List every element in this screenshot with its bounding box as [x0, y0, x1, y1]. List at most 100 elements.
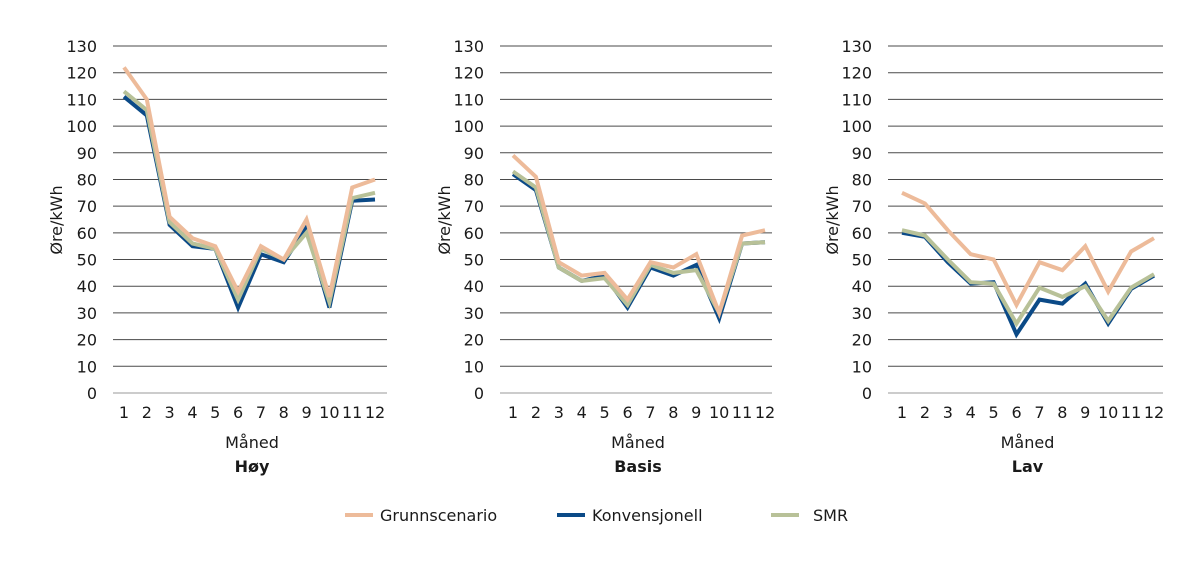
y-tick-label: 50	[852, 251, 872, 270]
x-tick-label: 7	[256, 403, 266, 422]
y-tick-label: 20	[77, 331, 97, 350]
y-tick-label: 10	[852, 357, 872, 376]
x-tick-label: 10	[709, 403, 729, 422]
x-tick-label: 8	[668, 403, 678, 422]
legend-label: Konvensjonell	[592, 506, 703, 525]
x-tick-label: 7	[1034, 403, 1044, 422]
y-tick-label: 110	[841, 90, 872, 109]
x-tick-label: 10	[1098, 403, 1118, 422]
y-tick-label: 20	[464, 331, 484, 350]
y-tick-label: 120	[453, 64, 484, 83]
x-tick-label: 12	[755, 403, 775, 422]
x-tick-label: 9	[1080, 403, 1090, 422]
legend-item-smr: SMR	[771, 506, 848, 525]
y-tick-label: 110	[453, 90, 484, 109]
x-tick-label: 5	[210, 403, 220, 422]
x-tick-label: 5	[600, 403, 610, 422]
x-tick-label: 1	[508, 403, 518, 422]
y-tick-label: 0	[862, 384, 872, 403]
x-tick-label: 1	[897, 403, 907, 422]
legend-label: SMR	[813, 506, 848, 525]
y-axis-label: Øre/kWh	[435, 185, 454, 254]
x-tick-label: 3	[554, 403, 564, 422]
y-tick-label: 40	[464, 277, 484, 296]
x-axis-label: Måned	[225, 433, 279, 452]
legend-item-konvensjonell: Konvensjonell	[557, 506, 703, 525]
y-axis-label: Øre/kWh	[47, 185, 66, 254]
x-tick-label: 11	[1121, 403, 1141, 422]
x-tick-label: 8	[279, 403, 289, 422]
y-tick-label: 80	[464, 170, 484, 189]
x-tick-label: 3	[165, 403, 175, 422]
y-tick-label: 80	[852, 170, 872, 189]
y-tick-label: 130	[66, 37, 97, 56]
x-tick-label: 12	[365, 403, 385, 422]
x-tick-label: 12	[1144, 403, 1164, 422]
y-tick-label: 0	[87, 384, 97, 403]
y-tick-label: 10	[77, 357, 97, 376]
x-tick-label: 9	[301, 403, 311, 422]
y-tick-label: 80	[77, 170, 97, 189]
y-tick-label: 70	[77, 197, 97, 216]
y-axis-label: Øre/kWh	[823, 185, 842, 254]
x-tick-label: 4	[966, 403, 976, 422]
y-tick-label: 60	[77, 224, 97, 243]
y-tick-label: 120	[841, 64, 872, 83]
y-tick-label: 60	[852, 224, 872, 243]
y-tick-label: 100	[453, 117, 484, 136]
x-tick-label: 3	[943, 403, 953, 422]
legend: Grunnscenario Konvensjonell SMR	[345, 506, 848, 525]
panel-title: Lav	[1012, 457, 1044, 476]
x-tick-label: 1	[119, 403, 129, 422]
y-tick-label: 20	[852, 331, 872, 350]
y-tick-label: 70	[464, 197, 484, 216]
x-tick-label: 4	[577, 403, 587, 422]
series-line-smr	[901, 228, 1156, 328]
x-tick-label: 2	[920, 403, 930, 422]
y-tick-label: 50	[464, 251, 484, 270]
y-tick-label: 40	[852, 277, 872, 296]
x-tick-label: 11	[732, 403, 752, 422]
y-tick-label: 70	[852, 197, 872, 216]
x-tick-label: 2	[531, 403, 541, 422]
y-tick-label: 130	[841, 37, 872, 56]
legend-item-grunnscenario: Grunnscenario	[345, 506, 497, 525]
y-tick-label: 90	[852, 144, 872, 163]
y-tick-label: 10	[464, 357, 484, 376]
x-tick-label: 10	[319, 403, 339, 422]
y-tick-label: 50	[77, 251, 97, 270]
x-tick-label: 11	[342, 403, 362, 422]
y-tick-label: 0	[474, 384, 484, 403]
y-tick-label: 100	[841, 117, 872, 136]
legend-label: Grunnscenario	[380, 506, 497, 525]
x-tick-label: 6	[233, 403, 243, 422]
panel-title: Høy	[235, 457, 270, 476]
x-tick-label: 7	[645, 403, 655, 422]
series-line-grunnscenario	[901, 190, 1156, 310]
series-line-grunnscenario	[511, 153, 766, 320]
series-line-grunnscenario	[122, 66, 376, 298]
x-tick-label: 2	[142, 403, 152, 422]
x-axis-label: Måned	[1001, 433, 1055, 452]
y-tick-label: 120	[66, 64, 97, 83]
y-tick-label: 30	[464, 304, 484, 323]
x-tick-label: 6	[1011, 403, 1021, 422]
x-tick-label: 8	[1057, 403, 1067, 422]
y-tick-label: 130	[453, 37, 484, 56]
x-tick-label: 4	[187, 403, 197, 422]
y-tick-label: 30	[852, 304, 872, 323]
y-tick-label: 100	[66, 117, 97, 136]
x-tick-label: 9	[691, 403, 701, 422]
y-tick-label: 90	[77, 144, 97, 163]
y-tick-label: 60	[464, 224, 484, 243]
y-tick-label: 110	[66, 90, 97, 109]
x-tick-label: 6	[622, 403, 632, 422]
x-tick-label: 5	[989, 403, 999, 422]
y-tick-label: 90	[464, 144, 484, 163]
x-axis-label: Måned	[611, 433, 665, 452]
y-tick-label: 40	[77, 277, 97, 296]
y-tick-label: 30	[77, 304, 97, 323]
